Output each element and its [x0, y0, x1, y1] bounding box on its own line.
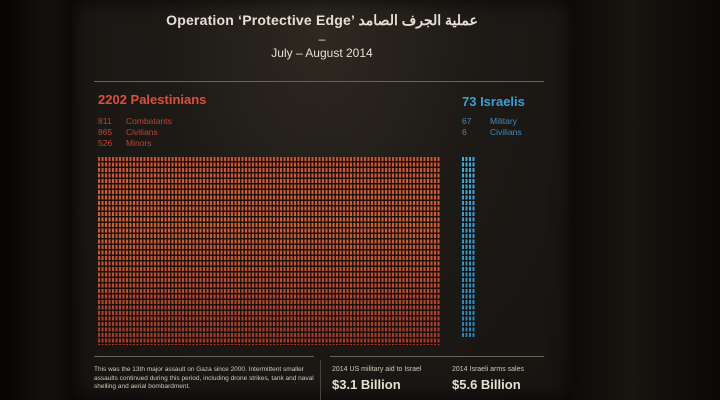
- stat-row-civilians: 865 Civilians: [98, 127, 172, 138]
- us-aid-value: $3.1 Billion: [332, 377, 401, 392]
- palestinians-stats: 811 Combatants 865 Civilians 526 Minors: [98, 116, 172, 149]
- israelis-stats: 67 Military 6 Civilians: [462, 116, 522, 138]
- title-dash: –: [318, 32, 326, 46]
- stat-label: Civilians: [126, 127, 158, 137]
- wall-left: [0, 0, 70, 400]
- exhibit-panel: Operation ‘Protective Edge’ عملية الجرف …: [72, 0, 572, 400]
- stat-label: Combatants: [126, 116, 172, 126]
- date-range: July – August 2014: [271, 46, 373, 60]
- arms-sales-value: $5.6 Billion: [452, 377, 521, 392]
- stat-row-minors: 526 Minors: [98, 138, 172, 149]
- stat-number: 6: [462, 127, 467, 137]
- stat-number: 865: [98, 127, 113, 137]
- stat-number: 811: [98, 116, 112, 126]
- arms-sales-label: 2014 Israeli arms sales: [452, 366, 524, 373]
- stat-number: 526: [98, 138, 113, 148]
- israelis-title: 73 Israelis: [462, 94, 525, 109]
- arms-sales-figure: 2014 Israeli arms sales $5.6 Billion: [452, 366, 524, 392]
- footer-divider-right: [330, 356, 544, 357]
- header-divider: [94, 81, 544, 82]
- stat-label: Military: [490, 116, 517, 126]
- us-aid-figure: 2014 US military aid to Israel $3.1 Bill…: [332, 366, 421, 392]
- footer-divider-left: [94, 356, 314, 357]
- palestinian-figures-grid: [98, 157, 440, 345]
- palestinians-title: 2202 Palestinians: [98, 92, 207, 107]
- panel-title: Operation ‘Protective Edge’ عملية الجرف …: [166, 12, 478, 28]
- us-aid-label: 2014 US military aid to Israel: [332, 366, 422, 373]
- stat-label: Minors: [126, 138, 152, 148]
- footer-vertical-divider: [320, 360, 321, 400]
- stat-row-military: 67 Military: [462, 116, 522, 127]
- stat-label: Civilians: [490, 127, 522, 137]
- stat-row-civilians-israel: 6 Civilians: [462, 127, 522, 138]
- wall-right: [570, 0, 720, 400]
- stat-row-combatants: 811 Combatants: [98, 116, 172, 127]
- israeli-figures-grid: [462, 157, 475, 337]
- stat-number: 67: [462, 116, 472, 126]
- footer-note: This was the 13th major assault on Gaza …: [94, 366, 314, 390]
